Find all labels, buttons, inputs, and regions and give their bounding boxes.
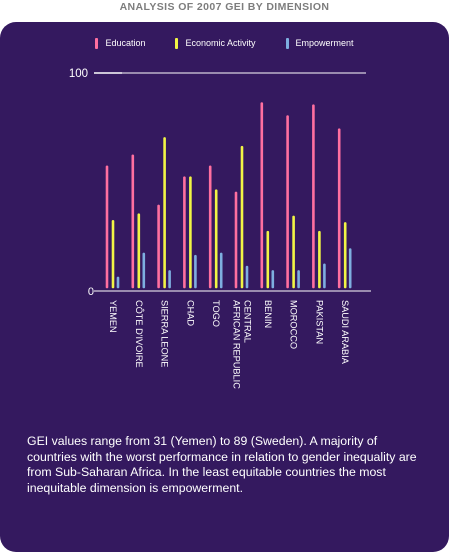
legend-label: Empowerment bbox=[295, 38, 354, 48]
x-tick-label-line: SIERRA LEONE bbox=[160, 300, 170, 367]
x-tick-label-line: BENIN bbox=[263, 300, 273, 328]
x-tick-label: YEMEN bbox=[108, 300, 118, 333]
legend-swatch bbox=[95, 37, 99, 49]
x-tick-label-line: CÔTE D'IVOIRE bbox=[134, 300, 144, 368]
x-tick-label: CENTRALAFRICAN REPUBLIC bbox=[232, 300, 253, 389]
x-tick-label: SIERRA LEONE bbox=[160, 300, 170, 367]
x-tick-label-line: PAKISTAN bbox=[314, 300, 324, 344]
x-tick-label: CÔTE D'IVOIRE bbox=[134, 300, 144, 368]
legend-swatch bbox=[285, 37, 289, 49]
x-tick-label-line: YEMEN bbox=[108, 300, 118, 333]
legend: Education Economic Activity Empowerment bbox=[0, 34, 449, 52]
chart-panel bbox=[0, 22, 449, 552]
x-tick-label: BENIN bbox=[263, 300, 273, 328]
legend-label: Economic Activity bbox=[185, 38, 256, 48]
x-tick-label-line: TOGO bbox=[211, 300, 221, 327]
page-title: ANALYSIS OF 2007 GEI BY DIMENSION bbox=[119, 1, 330, 13]
legend-item: Economic Activity bbox=[175, 34, 256, 52]
x-tick-label-line: MOROCCO bbox=[289, 300, 299, 349]
legend-item: Education bbox=[95, 34, 145, 52]
x-tick-label: MOROCCO bbox=[289, 300, 299, 349]
x-tick-label-line: CENTRAL bbox=[243, 300, 253, 343]
x-tick-label-line: CHAD bbox=[185, 300, 195, 326]
x-tick-label: PAKISTAN bbox=[314, 300, 324, 344]
legend-item: Empowerment bbox=[285, 34, 354, 52]
x-tick-label-line: AFRICAN REPUBLIC bbox=[232, 300, 242, 389]
x-tick-label: TOGO bbox=[211, 300, 221, 327]
x-tick-label: SAUDI ARABIA bbox=[340, 300, 350, 365]
x-tick-label-line: SAUDI ARABIA bbox=[340, 300, 350, 365]
chart-caption: GEI values range from 31 (Yemen) to 89 (… bbox=[27, 434, 417, 495]
y-tick-label: 0 bbox=[88, 286, 94, 298]
y-tick-label: 100 bbox=[69, 68, 88, 80]
legend-swatch bbox=[175, 37, 179, 49]
legend-label: Education bbox=[105, 38, 146, 48]
chart: 0 100 YEMEN CÔTE D'IVOIRE SIERRA LEONE CHAD TO… bbox=[69, 68, 371, 389]
x-tick-label: CHAD bbox=[185, 300, 195, 326]
